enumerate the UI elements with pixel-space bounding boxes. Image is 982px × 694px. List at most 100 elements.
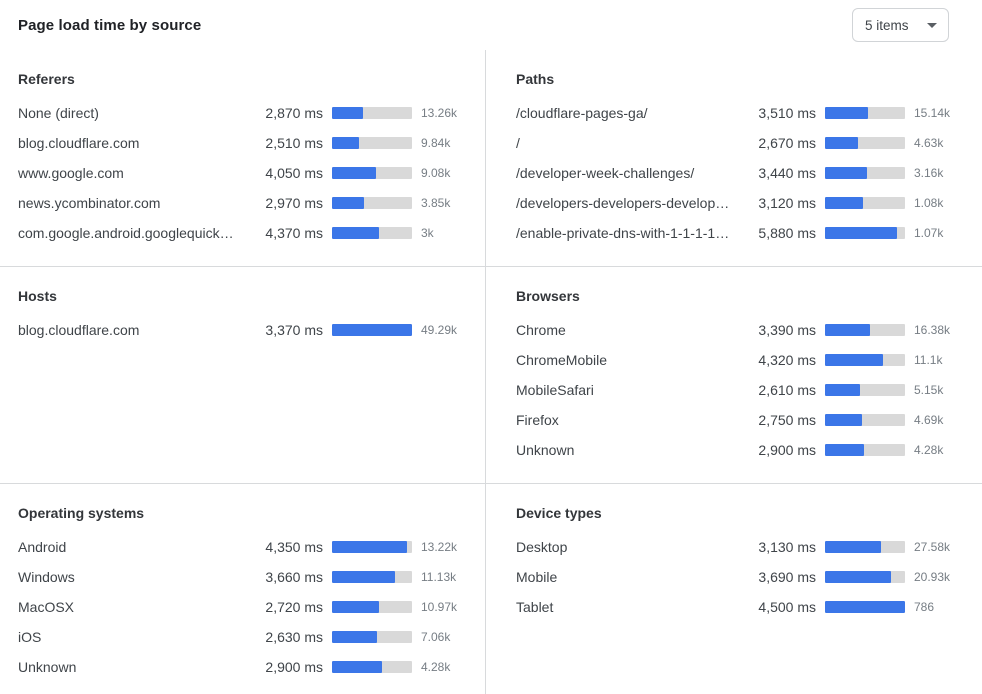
metric-row[interactable]: Mobile 3,690 ms 20.93k (516, 562, 964, 592)
row-load-time: 3,130 ms (758, 539, 816, 555)
row-load-time: 3,390 ms (758, 322, 816, 338)
load-time-bar (332, 324, 412, 336)
row-label: Android (18, 539, 67, 555)
row-load-time: 2,970 ms (265, 195, 323, 211)
panel-rows: /cloudflare-pages-ga/ 3,510 ms 15.14k / … (516, 98, 964, 248)
metric-row[interactable]: Windows 3,660 ms 11.13k (18, 562, 471, 592)
row-visit-count: 7.06k (421, 630, 451, 644)
load-time-bar-fill (332, 541, 408, 553)
row-visit-count: 9.08k (421, 166, 451, 180)
metric-panel: Device types Desktop 3,130 ms 27.58k Mob… (486, 484, 982, 694)
row-visit-count: 15.14k (914, 106, 951, 120)
items-count-value: 5 items (865, 17, 909, 33)
row-load-time: 2,510 ms (265, 135, 323, 151)
panel-title: Browsers (516, 288, 580, 304)
card-header: Page load time by source 5 items (0, 0, 982, 50)
row-load-time: 2,900 ms (758, 442, 816, 458)
row-visit-count: 1.08k (914, 196, 944, 210)
metric-panel: Operating systems Android 4,350 ms 13.22… (0, 484, 486, 694)
metric-row[interactable]: blog.cloudflare.com 3,370 ms 49.29k (18, 315, 471, 345)
metric-row[interactable]: /developer-week-challenges/ 3,440 ms 3.1… (516, 158, 964, 188)
metric-row[interactable]: news.ycombinator.com 2,970 ms 3.85k (18, 188, 471, 218)
row-label: /developer-week-challenges/ (516, 165, 695, 181)
metric-row[interactable]: MacOSX 2,720 ms 10.97k (18, 592, 471, 622)
load-time-bar (825, 227, 905, 239)
row-load-time: 4,320 ms (758, 352, 816, 368)
metric-row[interactable]: iOS 2,630 ms 7.06k (18, 622, 471, 652)
row-label: www.google.com (18, 165, 124, 181)
metric-row[interactable]: /enable-private-dns-with-1-1-1-1-on-… 5,… (516, 218, 964, 248)
load-time-bar-fill (825, 324, 871, 336)
metric-row[interactable]: Tablet 4,500 ms 786 (516, 592, 964, 622)
metric-row[interactable]: www.google.com 4,050 ms 9.08k (18, 158, 471, 188)
row-load-time: 2,870 ms (265, 105, 323, 121)
row-label: blog.cloudflare.com (18, 135, 140, 151)
row-visit-count: 4.28k (914, 443, 944, 457)
panel-title: Referers (18, 71, 75, 87)
row-label: news.ycombinator.com (18, 195, 161, 211)
load-time-bar (332, 541, 412, 553)
metric-row[interactable]: Chrome 3,390 ms 16.38k (516, 315, 964, 345)
load-time-bar-fill (825, 571, 891, 583)
items-count-dropdown[interactable]: 5 items (852, 8, 949, 42)
metric-row[interactable]: Android 4,350 ms 13.22k (18, 532, 471, 562)
load-time-bar-fill (825, 137, 858, 149)
row-visit-count: 3k (421, 226, 434, 240)
row-load-time: 3,690 ms (758, 569, 816, 585)
load-time-bar (332, 601, 412, 613)
load-time-bar (825, 197, 905, 209)
load-time-bar-fill (332, 601, 380, 613)
row-label: iOS (18, 629, 42, 645)
row-load-time: 3,660 ms (265, 569, 323, 585)
load-time-bar-fill (825, 107, 868, 119)
metric-row[interactable]: MobileSafari 2,610 ms 5.15k (516, 375, 964, 405)
metric-row[interactable]: /developers-developers-developers/ 3,120… (516, 188, 964, 218)
load-time-bar-fill (332, 107, 363, 119)
metric-row[interactable]: ChromeMobile 4,320 ms 11.1k (516, 345, 964, 375)
metric-panel: Paths /cloudflare-pages-ga/ 3,510 ms 15.… (486, 50, 982, 267)
panel-rows: None (direct) 2,870 ms 13.26k blog.cloud… (18, 98, 471, 248)
row-label: com.google.android.googlequicksearc… (18, 225, 238, 241)
metric-row[interactable]: Unknown 2,900 ms 4.28k (18, 652, 471, 682)
panel-title: Operating systems (18, 505, 145, 521)
metric-row[interactable]: blog.cloudflare.com 2,510 ms 9.84k (18, 128, 471, 158)
row-label: MobileSafari (516, 382, 594, 398)
metric-panel: Hosts blog.cloudflare.com 3,370 ms 49.29… (0, 267, 486, 484)
metric-row[interactable]: / 2,670 ms 4.63k (516, 128, 964, 158)
load-time-bar-fill (332, 571, 396, 583)
load-time-bar (825, 107, 905, 119)
load-time-bar-fill (825, 384, 860, 396)
load-time-bar-fill (825, 197, 864, 209)
row-label: Tablet (516, 599, 554, 615)
load-time-bar-fill (332, 631, 378, 643)
row-visit-count: 1.07k (914, 226, 944, 240)
row-label: blog.cloudflare.com (18, 322, 140, 338)
load-time-bar (332, 197, 412, 209)
load-time-bar (332, 571, 412, 583)
load-time-bar (825, 414, 905, 426)
panel-rows: Chrome 3,390 ms 16.38k ChromeMobile 4,32… (516, 315, 964, 465)
row-visit-count: 10.97k (421, 600, 458, 614)
load-time-bar (332, 631, 412, 643)
metric-row[interactable]: com.google.android.googlequicksearc… 4,3… (18, 218, 471, 248)
load-time-bar (332, 167, 412, 179)
row-visit-count: 4.69k (914, 413, 944, 427)
load-time-bar-fill (332, 661, 383, 673)
metric-row[interactable]: Desktop 3,130 ms 27.58k (516, 532, 964, 562)
load-time-bar-fill (332, 197, 364, 209)
metric-row[interactable]: None (direct) 2,870 ms 13.26k (18, 98, 471, 128)
load-time-bar (825, 137, 905, 149)
load-time-bar (332, 137, 412, 149)
row-label: Desktop (516, 539, 568, 555)
metric-row[interactable]: Firefox 2,750 ms 4.69k (516, 405, 964, 435)
metric-row[interactable]: /cloudflare-pages-ga/ 3,510 ms 15.14k (516, 98, 964, 128)
row-label: /developers-developers-developers/ (516, 195, 731, 211)
panel-title: Device types (516, 505, 602, 521)
load-time-bar (825, 601, 905, 613)
metric-row[interactable]: Unknown 2,900 ms 4.28k (516, 435, 964, 465)
row-label: Windows (18, 569, 75, 585)
row-label: /enable-private-dns-with-1-1-1-1-on-… (516, 225, 731, 241)
row-visit-count: 11.13k (421, 570, 457, 584)
row-visit-count: 13.22k (421, 540, 458, 554)
